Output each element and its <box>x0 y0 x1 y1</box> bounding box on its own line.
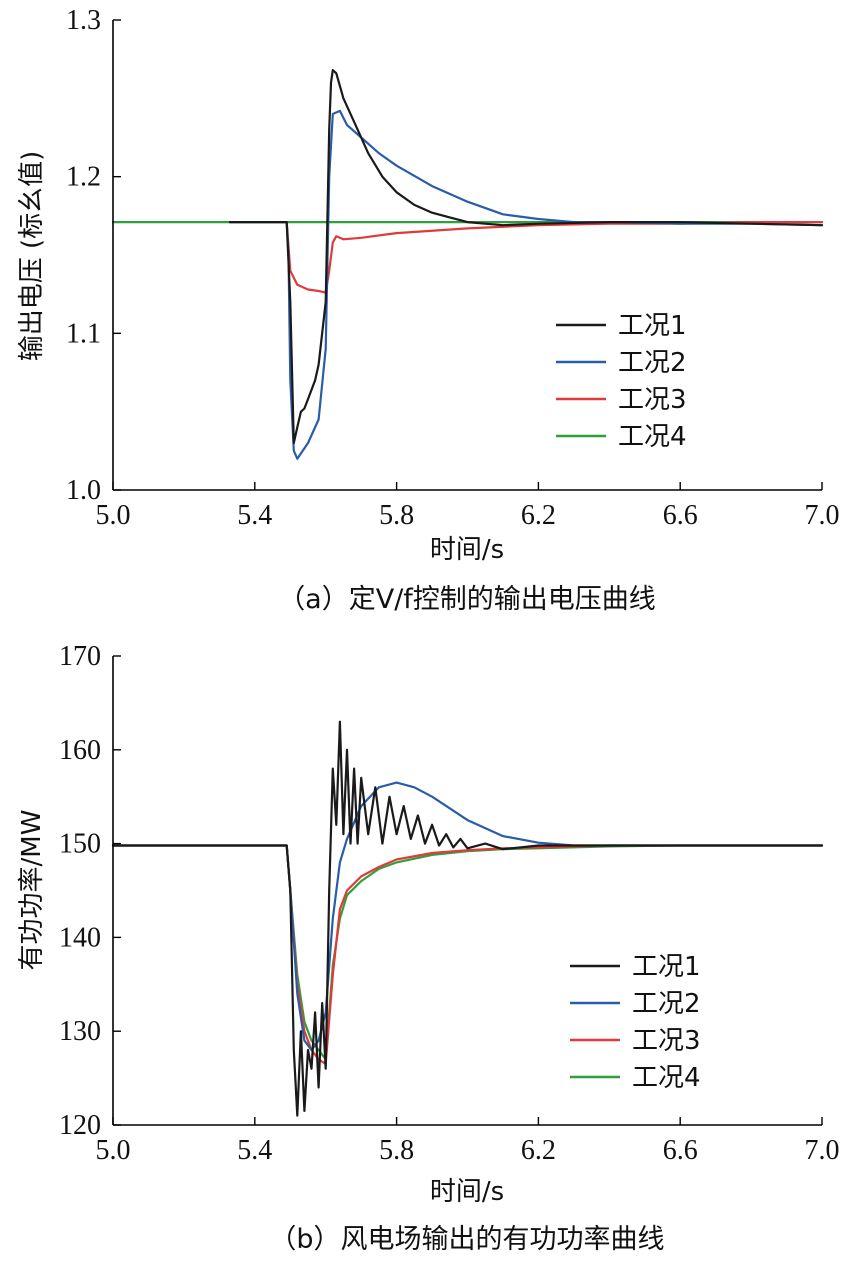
y-tick-label: 160 <box>59 735 101 766</box>
caption-a: （a）定V/f控制的输出电压曲线 <box>278 584 656 615</box>
axes-b: 5.0 5.4 5.8 6.2 6.6 7.0 120 130 140 150 160 170 <box>59 641 840 1166</box>
x-tick-label: 7.0 <box>805 500 840 531</box>
legend-label-2: 工况2 <box>618 348 687 378</box>
y-tick-label: 120 <box>59 1110 101 1141</box>
x-tick-label: 7.0 <box>805 1135 840 1166</box>
x-tick-label: 5.4 <box>237 500 272 531</box>
series-line-1 <box>111 720 824 1117</box>
caption-b: （b）风电场输出的有功功率曲线 <box>269 1224 664 1255</box>
chart-panel-a: 5.0 5.4 5.8 6.2 6.6 7.0 1.0 1.1 1.2 1.3 时间/s 输出电压… <box>17 5 840 615</box>
legend-a: 工况1 工况2 工况3 工况4 <box>556 311 687 452</box>
legend-label-1: 工况1 <box>632 952 701 982</box>
x-tick-label: 5.8 <box>379 500 414 531</box>
series-line-3 <box>111 844 824 1066</box>
x-tick-label: 6.6 <box>663 1135 698 1166</box>
series-line-3 <box>285 221 824 294</box>
x-axis-label-a: 时间/s <box>430 535 504 565</box>
legend-label-2: 工况2 <box>632 989 701 1019</box>
y-axis-label-b: 有功功率/MW <box>17 810 47 971</box>
legend-label-1: 工况1 <box>618 311 687 341</box>
x-tick-label: 5.8 <box>379 1135 414 1166</box>
y-tick-label: 1.3 <box>66 5 101 36</box>
series-line-2 <box>228 109 824 460</box>
series-line-1 <box>228 69 824 445</box>
y-tick-label: 140 <box>59 922 101 953</box>
y-tick-label: 1.2 <box>66 162 101 193</box>
x-tick-label: 5.0 <box>96 500 131 531</box>
legend-label-3: 工况3 <box>618 385 687 415</box>
plot-lines-a <box>111 69 824 460</box>
y-tick-label: 130 <box>59 1016 101 1047</box>
plot-lines-b <box>111 720 824 1117</box>
y-tick-label: 1.1 <box>66 318 101 349</box>
series-line-4 <box>111 844 824 1061</box>
y-axis-label-a: 输出电压 (标幺值) <box>17 151 47 362</box>
chart-panel-b: 5.0 5.4 5.8 6.2 6.6 7.0 120 130 140 150 160 170 时间/… <box>17 641 840 1255</box>
x-axis-label-b: 时间/s <box>430 1177 504 1207</box>
x-tick-label: 6.2 <box>521 500 556 531</box>
x-tick-label: 5.0 <box>96 1135 131 1166</box>
x-tick-label: 6.6 <box>663 500 698 531</box>
legend-label-4: 工况4 <box>632 1063 701 1093</box>
y-tick-label: 150 <box>59 829 101 860</box>
axes-a: 5.0 5.4 5.8 6.2 6.6 7.0 1.0 1.1 1.2 1.3 <box>66 5 840 531</box>
y-tick-label: 1.0 <box>66 475 101 506</box>
legend-label-3: 工况3 <box>632 1026 701 1056</box>
series-line-2 <box>111 781 824 1052</box>
legend-b: 工况1 工况2 工况3 工况4 <box>570 952 701 1093</box>
x-tick-label: 6.2 <box>521 1135 556 1166</box>
legend-label-4: 工况4 <box>618 422 687 452</box>
y-tick-label: 170 <box>59 641 101 672</box>
x-tick-label: 5.4 <box>237 1135 272 1166</box>
